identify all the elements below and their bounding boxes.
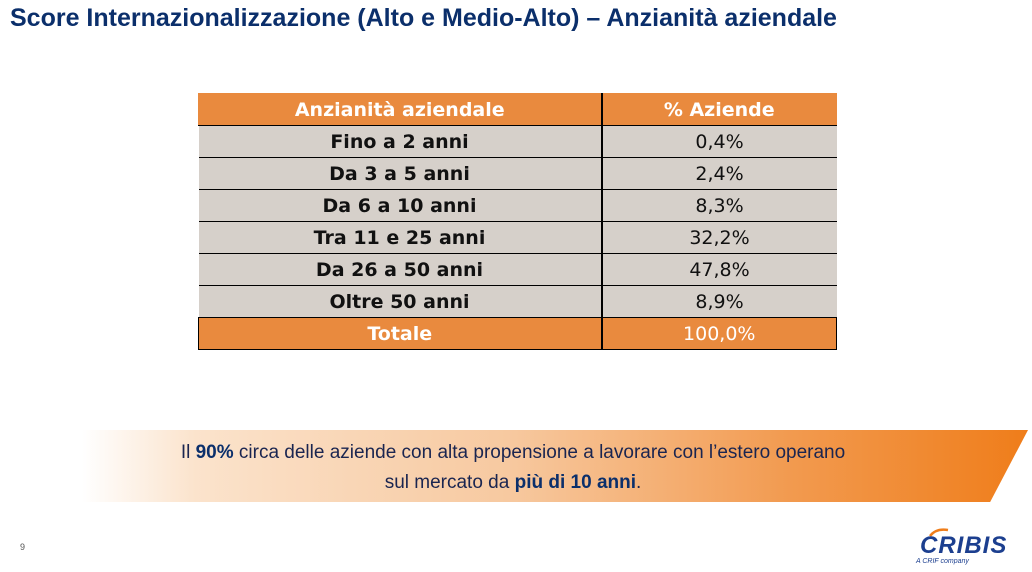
column-header-seniority: Anzianità aziendale (198, 93, 603, 126)
page-title: Score Internazionalizzazione (Alto e Med… (10, 4, 837, 32)
table-row: Fino a 2 anni 0,4% (198, 125, 837, 158)
banner-highlight: 90% (195, 442, 234, 463)
highlight-banner (82, 430, 1028, 502)
row-value: 32,2% (601, 221, 837, 254)
total-label: Totale (198, 317, 603, 350)
banner-text-part: Il (180, 442, 196, 463)
logo-tagline: A CRIF company (916, 558, 969, 565)
banner-line-1: Il 90% circa delle aziende con alta prop… (82, 438, 944, 468)
page-number: 9 (20, 542, 26, 552)
row-label: Oltre 50 anni (198, 285, 603, 318)
banner-text-part: . (636, 472, 642, 493)
row-value: 8,3% (601, 189, 837, 222)
table-row: Tra 11 e 25 anni 32,2% (198, 221, 837, 254)
table-header-row: Anzianità aziendale % Aziende (198, 93, 837, 126)
row-label: Da 3 a 5 anni (198, 157, 603, 190)
banner-text-part: circa delle aziende con alta propensione… (233, 442, 846, 463)
banner-text: Il 90% circa delle aziende con alta prop… (82, 438, 944, 498)
row-value: 0,4% (601, 125, 837, 158)
row-label: Da 26 a 50 anni (198, 253, 603, 286)
banner-line-2: sul mercato da più di 10 anni. (82, 468, 944, 498)
row-label: Da 6 a 10 anni (198, 189, 603, 222)
row-value: 47,8% (601, 253, 837, 286)
banner-highlight: più di 10 anni (514, 472, 637, 493)
table-row: Da 6 a 10 anni 8,3% (198, 189, 837, 222)
table-total-row: Totale 100,0% (198, 317, 837, 350)
table-row: Da 26 a 50 anni 47,8% (198, 253, 837, 286)
logo-swoosh-icon (929, 528, 949, 537)
column-header-percent: % Aziende (601, 93, 837, 126)
cribis-logo: CRIBIS A CRIF company (914, 528, 1026, 568)
banner-text-part: sul mercato da (384, 472, 515, 493)
table-row: Oltre 50 anni 8,9% (198, 285, 837, 318)
table-row: Da 3 a 5 anni 2,4% (198, 157, 837, 190)
row-label: Fino a 2 anni (198, 125, 603, 158)
row-value: 2,4% (601, 157, 837, 190)
total-value: 100,0% (601, 317, 837, 350)
seniority-table: Anzianità aziendale % Aziende Fino a 2 a… (198, 93, 837, 350)
row-label: Tra 11 e 25 anni (198, 221, 603, 254)
logo-wordmark: CRIBIS (920, 532, 1008, 559)
row-value: 8,9% (601, 285, 837, 318)
